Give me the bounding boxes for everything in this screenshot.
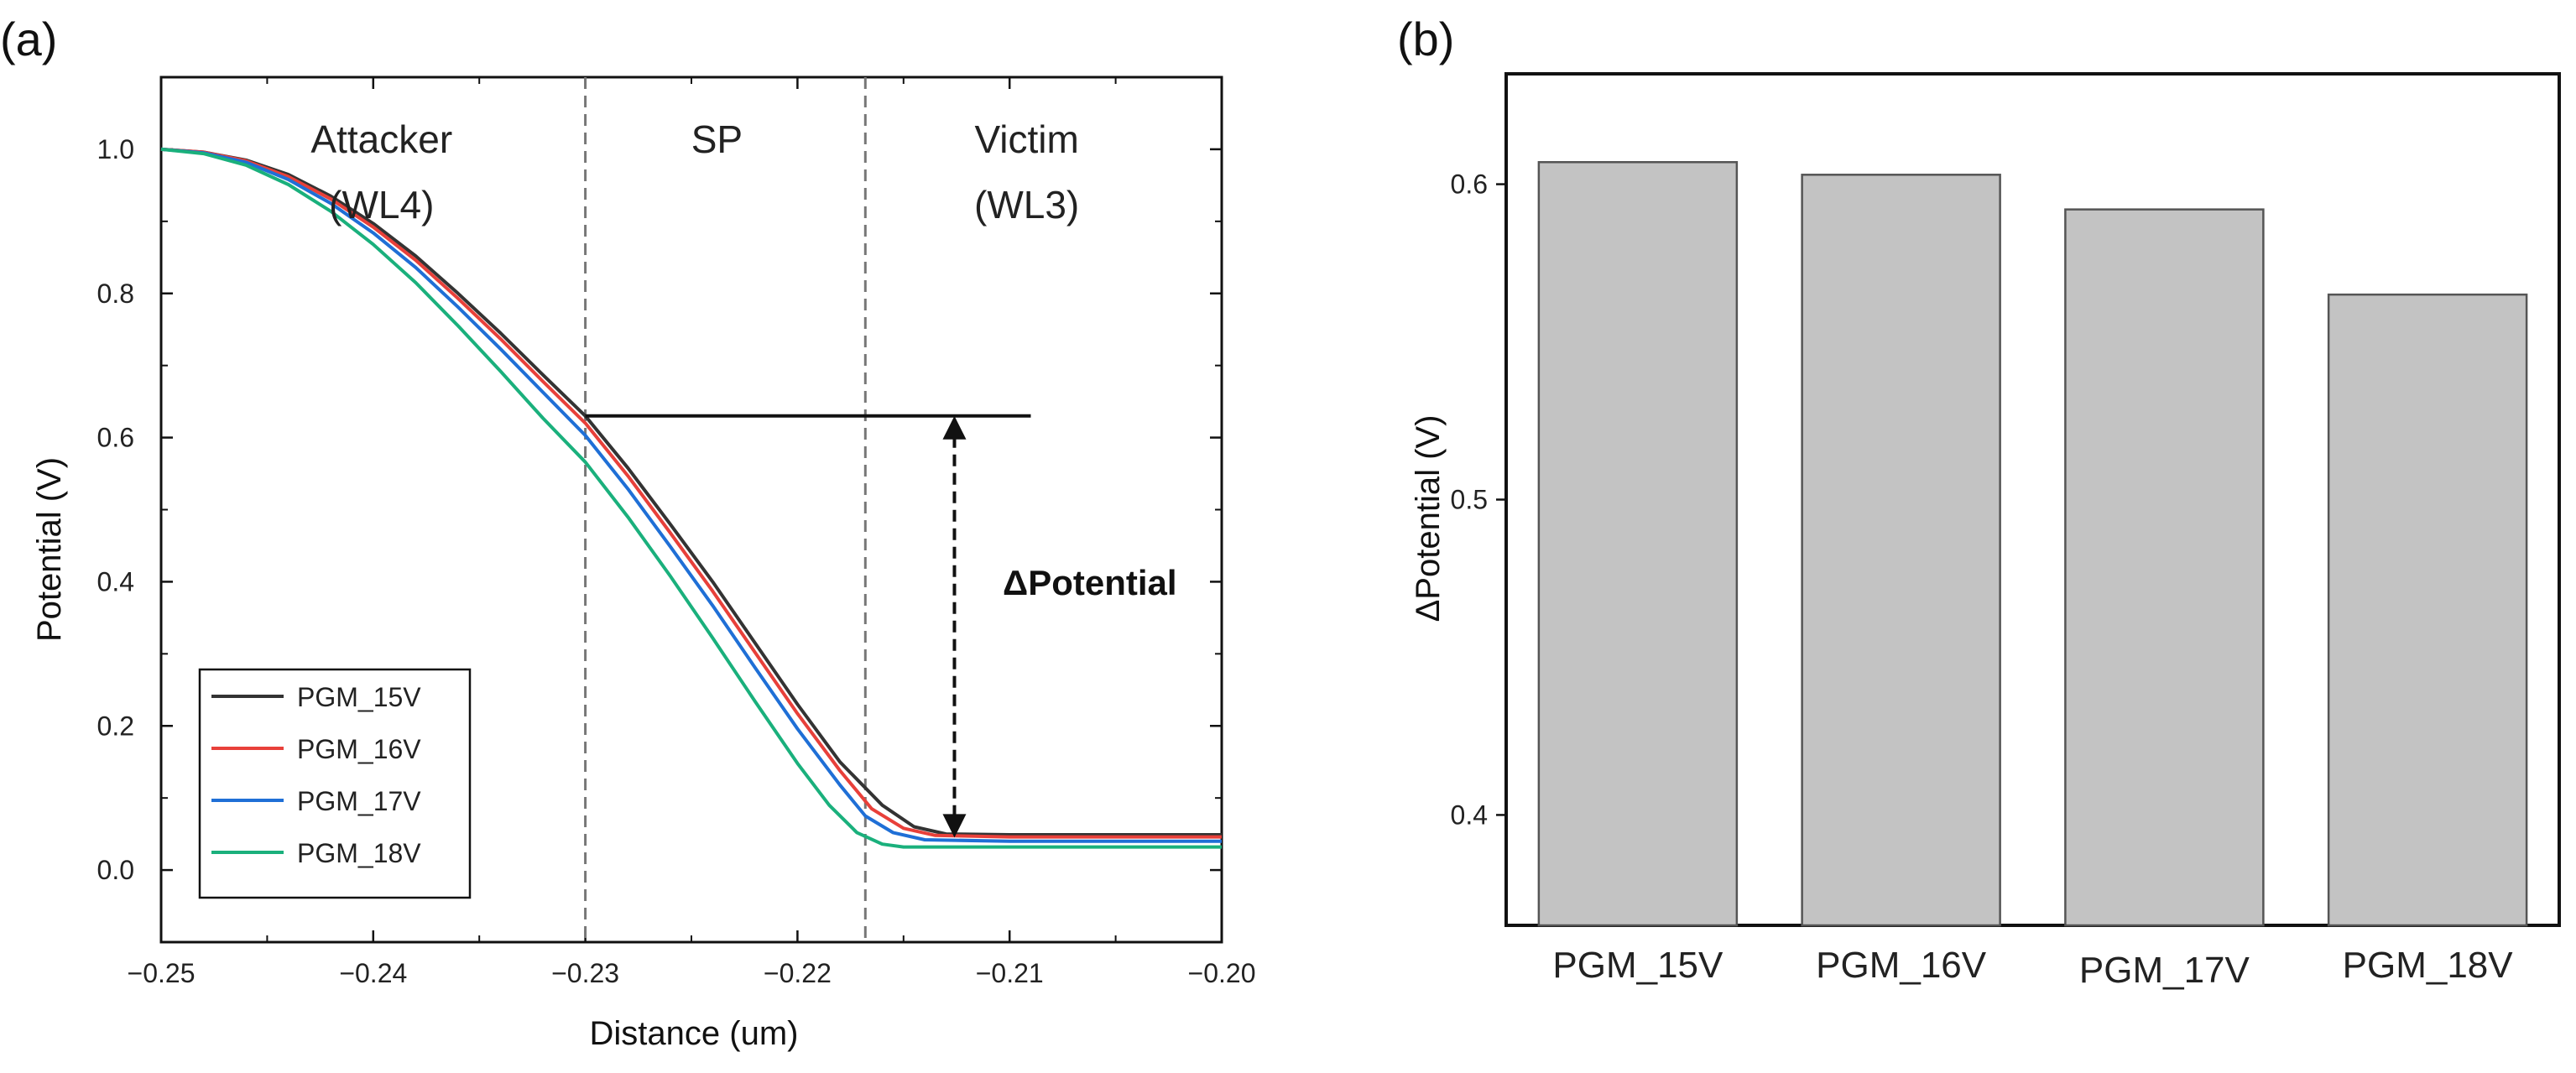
legend-label-PGM_17V: PGM_17V [297,786,421,816]
series-line-PGM_18V [160,147,1222,849]
x-category-label: PGM_17V [2079,950,2250,991]
y-tick-label: 0.0 [97,855,134,885]
x-category-label: PGM_16V [1816,945,1987,986]
panel-b-y-axis-label: ΔPotential (V) [1410,415,1447,622]
series-line-PGM_17V [160,147,1222,843]
panel-a-series [160,147,1222,849]
panel-a-legend: PGM_15V PGM_16V PGM_17V PGM_18V [198,668,472,899]
panel-a-x-axis-label: Distance (um) [590,1015,799,1052]
x-tick-label: −0.23 [551,958,619,988]
panel-b-axes: 0.4 0.5 0.6 [1451,72,2561,927]
panel-b-bar-chart: (b) 0.40.50.6 PGM_15V PGM_16V PGM_17V PGM_1… [1397,13,2561,991]
series-line-PGM_16V [160,147,1222,839]
y-tick-label: 0.6 [1451,169,1488,200]
x-tick-label: −0.25 [128,958,196,988]
y-tick-label: 0.2 [97,711,134,741]
legend-label-PGM_15V: PGM_15V [297,682,421,712]
delta-arrow-head-bottom [942,814,967,838]
region-label: (WL4) [329,183,434,227]
y-tick-label: 0.6 [97,423,134,453]
bar-PGM_17V [2064,208,2265,927]
region-label: Victim [974,117,1078,161]
x-category-label: PGM_15V [1552,945,1723,986]
y-tick-label: 1.0 [97,134,134,164]
panel-a-line-chart: (a) −0.25 −0.24 −0.23 −0.22 −0.21 −0.20 0.0 0.2… [0,13,1255,1052]
bar-PGM_16V [1801,174,2001,927]
legend-label-PGM_18V: PGM_18V [297,838,421,868]
region-label: (WL3) [974,183,1079,227]
delta-arrow-head-top [942,415,967,440]
panel-a-y-axis-label: Potential (V) [31,457,68,642]
panel-a-annotations: Attacker (WL4) SP Victim (WL3) ΔPotential [310,117,1177,838]
region-label: Attacker [310,117,452,161]
x-tick-label: −0.20 [1188,958,1256,988]
panel-b-label: (b) [1397,13,1454,65]
y-tick-label: 0.4 [97,566,134,596]
bar-PGM_15V [1537,161,1739,927]
legend-box [198,668,472,899]
series-line-PGM_15V [160,147,1222,836]
legend-label-PGM_16V: PGM_16V [297,734,421,764]
x-tick-label: −0.22 [764,958,832,988]
x-tick-label: −0.21 [976,958,1044,988]
panel-a-label: (a) [0,13,57,65]
x-category-label: PGM_18V [2343,945,2514,986]
delta-potential-label: ΔPotential [1003,563,1177,602]
region-label: SP [691,117,743,161]
y-tick-label: 0.4 [1451,800,1488,830]
y-tick-label: 0.5 [1451,485,1488,515]
panel-a-axes: −0.25 −0.24 −0.23 −0.22 −0.21 −0.20 0.0 0.2 0.4 0… [97,76,1256,988]
panel-b-bars: PGM_15V PGM_16V PGM_17V PGM_18V [1537,161,2528,991]
x-tick-label: −0.24 [339,958,407,988]
bar-PGM_18V [2327,293,2528,927]
y-tick-label: 0.8 [97,279,134,309]
